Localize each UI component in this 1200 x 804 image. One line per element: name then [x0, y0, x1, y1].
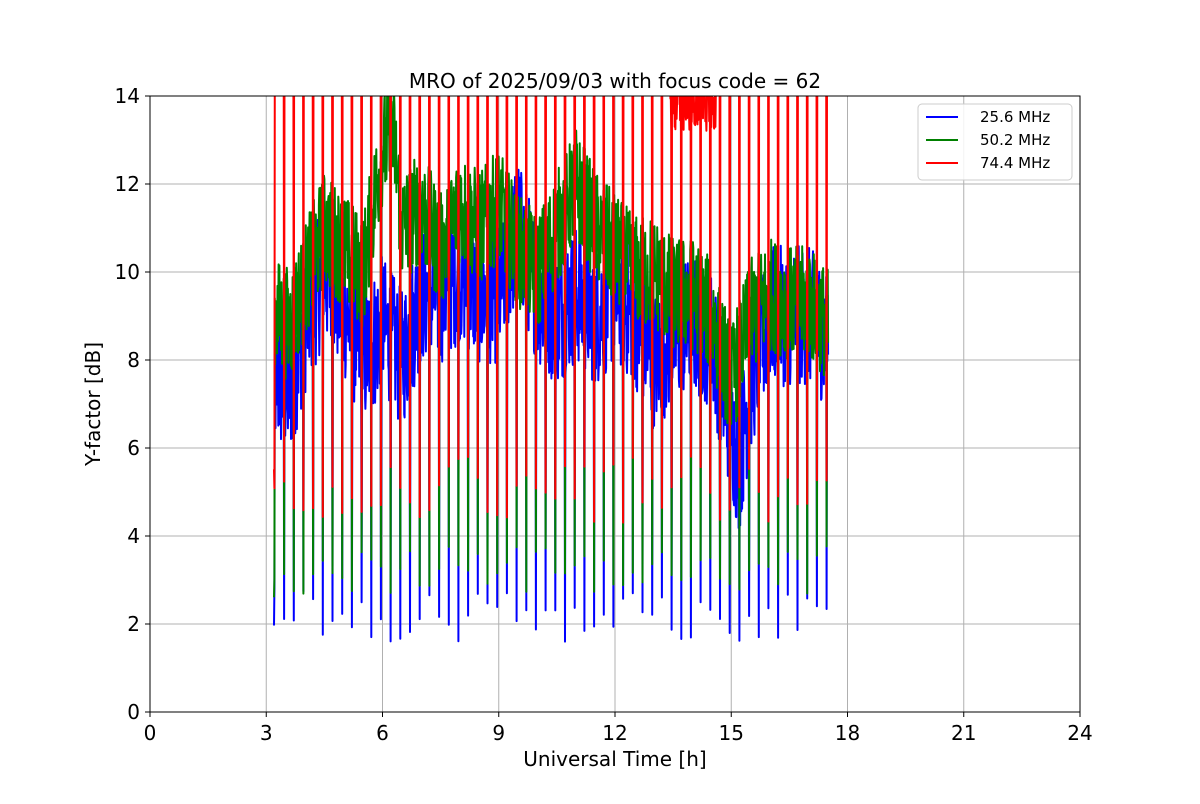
- y-tick-label: 8: [127, 348, 140, 372]
- x-tick-label: 18: [835, 721, 860, 745]
- chart-title: MRO of 2025/09/03 with focus code = 62: [409, 69, 821, 93]
- y-tick-label: 10: [115, 260, 140, 284]
- y-tick-label: 0: [127, 700, 140, 724]
- legend-box: [917, 103, 1073, 181]
- x-tick-label: 6: [376, 721, 389, 745]
- legend-label-50-2: 50.2 MHz: [980, 131, 1050, 149]
- legend: 25.6 MHz 50.2 MHz 74.4 MHz: [917, 103, 1073, 181]
- x-tick-label: 21: [951, 721, 976, 745]
- series-line-50-2-mhz: [273, 96, 830, 598]
- y-tick-label: 14: [115, 84, 140, 108]
- y-tick-label: 4: [127, 524, 140, 548]
- legend-label-74-4: 74.4 MHz: [980, 154, 1050, 172]
- x-axis-label: Universal Time [h]: [523, 747, 706, 771]
- x-tick-label: 24: [1067, 721, 1092, 745]
- legend-label-25-6: 25.6 MHz: [980, 108, 1050, 126]
- y-tick-label: 6: [127, 436, 140, 460]
- x-tick-label: 15: [719, 721, 744, 745]
- x-tick-label: 0: [144, 721, 157, 745]
- x-tick-label: 3: [260, 721, 273, 745]
- x-tick-label: 12: [602, 721, 627, 745]
- y-tick-label: 2: [127, 612, 140, 636]
- x-tick-label: 9: [492, 721, 505, 745]
- y-axis-label: Y-factor [dB]: [81, 342, 105, 467]
- y-tick-label: 12: [115, 172, 140, 196]
- series-layer: [273, 96, 830, 643]
